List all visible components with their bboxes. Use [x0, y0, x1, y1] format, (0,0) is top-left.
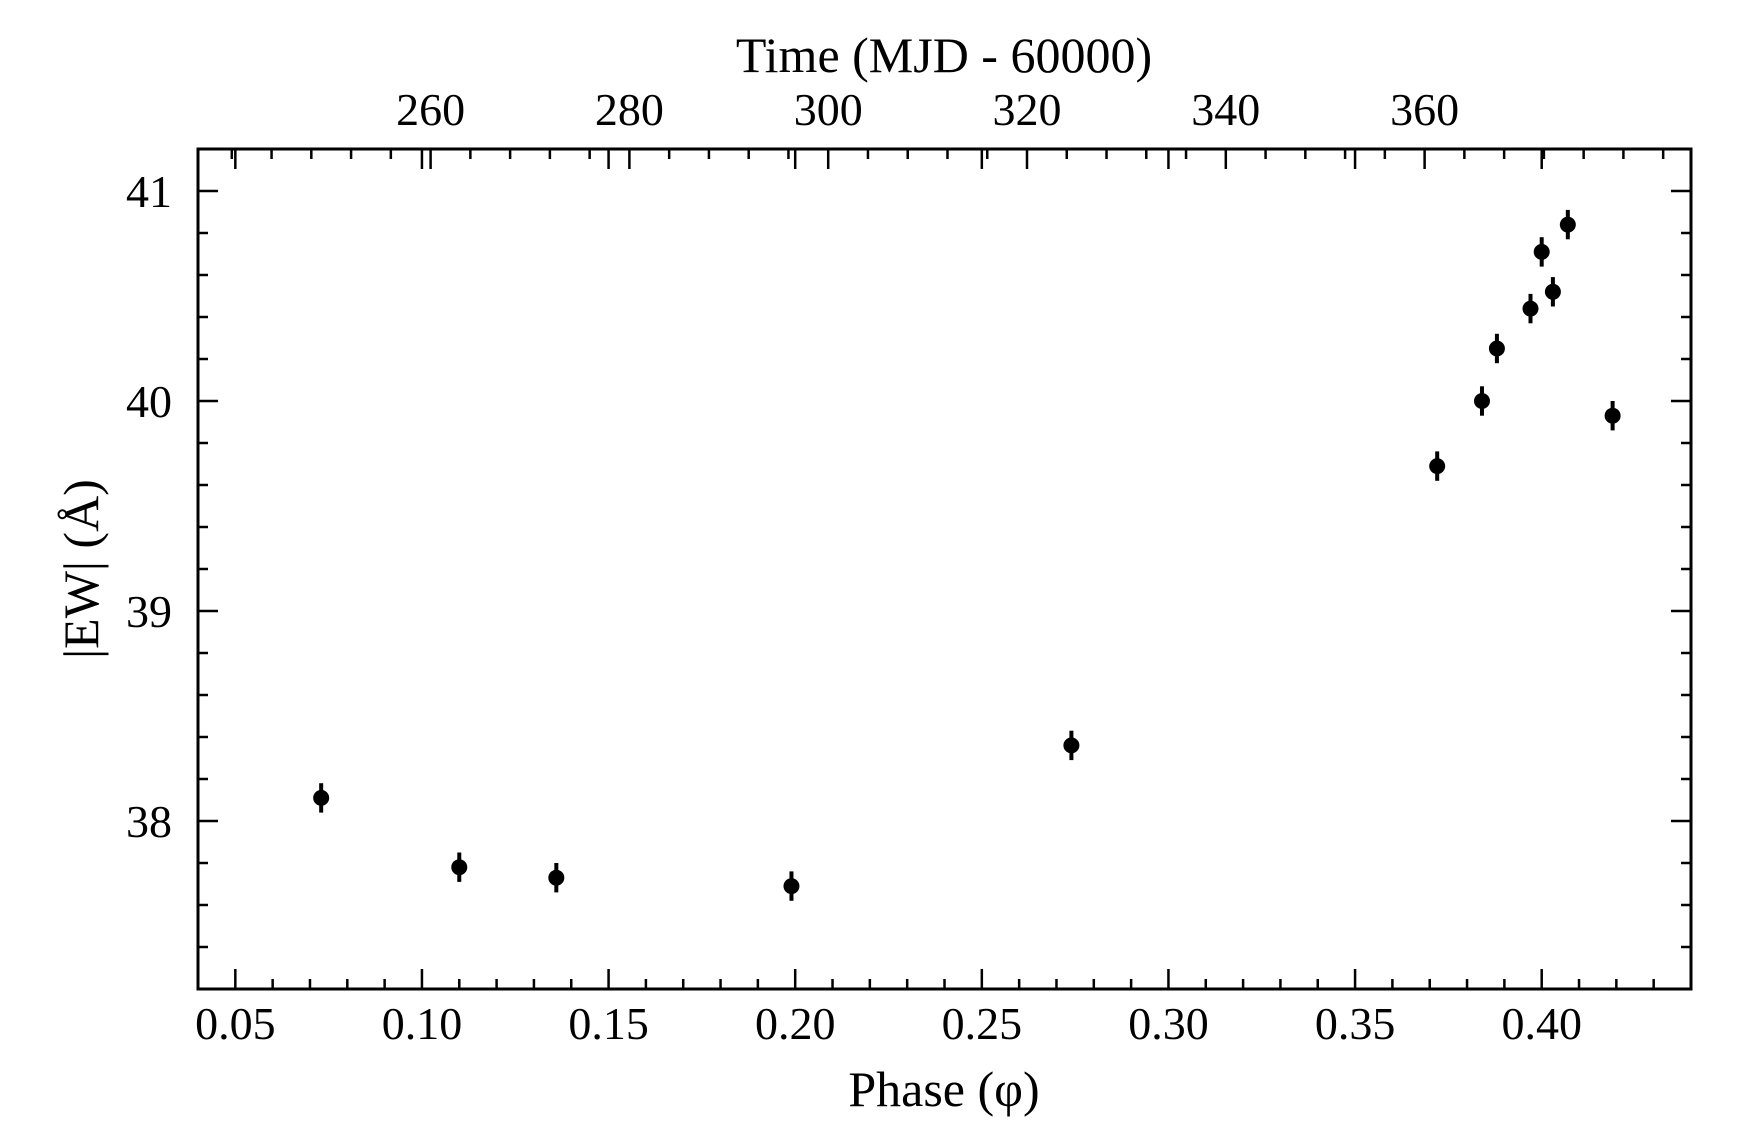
data-point: [1063, 737, 1080, 754]
data-point: [1533, 243, 1550, 260]
x-tick-label: 0.25: [942, 998, 1023, 1049]
axis-ticks: [196, 147, 1693, 991]
top-x-tick-label: 300: [794, 84, 863, 135]
plot-area: [196, 147, 1693, 991]
y-tick-label: 40: [126, 376, 172, 427]
top-x-tick-label: 320: [993, 84, 1062, 135]
x-tick-label: 0.15: [568, 998, 649, 1049]
data-point: [1559, 216, 1576, 233]
top-x-tick-label: 260: [396, 84, 465, 135]
y-tick-label: 39: [126, 586, 172, 637]
tick-labels: 0.05 0.10 0.15 0.20 0.25 0.30 0.35 0.40 260 280 30…: [126, 84, 1582, 1049]
x-tick-label: 0.05: [195, 998, 276, 1049]
data-point: [313, 789, 330, 806]
x-tick-label: 0.30: [1128, 998, 1209, 1049]
y-tick-label: 38: [126, 796, 172, 847]
top-x-tick-label: 280: [595, 84, 664, 135]
top-x-axis-title: Time (MJD - 60000): [736, 27, 1152, 83]
x-tick-label: 0.20: [755, 998, 836, 1049]
data-point: [1473, 393, 1490, 409]
x-axis-title: Phase (φ): [848, 1061, 1039, 1117]
data-point: [1604, 407, 1621, 424]
top-x-tick-label: 340: [1191, 84, 1260, 135]
data-markers: [313, 209, 1621, 901]
x-tick-label: 0.10: [382, 998, 463, 1049]
data-point: [1522, 300, 1539, 317]
data-point: [548, 869, 565, 886]
x-tick-label: 0.35: [1315, 998, 1396, 1049]
top-x-tick-label: 360: [1390, 84, 1459, 135]
data-point: [1429, 458, 1446, 475]
data-point: [1488, 340, 1505, 357]
x-tick-label: 0.40: [1501, 998, 1582, 1049]
data-point: [783, 878, 800, 895]
y-axis-title: |EW| (Å): [53, 479, 109, 659]
y-tick-label: 41: [126, 166, 172, 217]
data-point: [1544, 283, 1561, 300]
data-point: [451, 859, 468, 876]
